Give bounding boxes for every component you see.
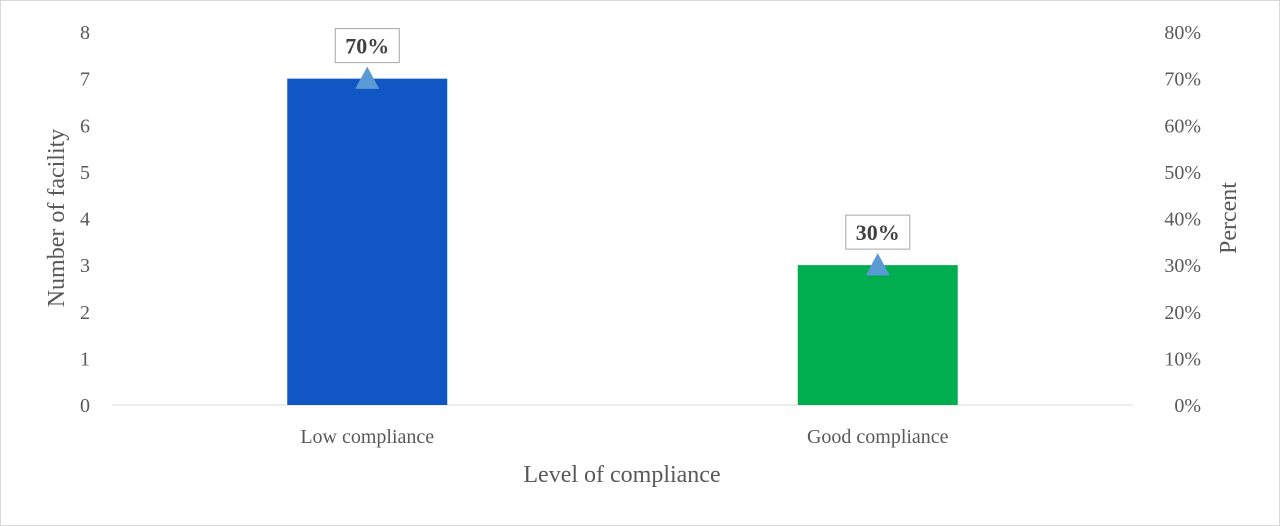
y-tick-label: 8 xyxy=(80,22,90,44)
y2-axis-ticks: 0% 10% 20% 30% 40% 50% 60% 70% 80% xyxy=(1164,22,1201,417)
y-tick-label: 1 xyxy=(80,348,90,370)
data-label: 30% xyxy=(856,220,900,245)
y2-tick-label: 0% xyxy=(1174,395,1201,417)
y-tick-label: 5 xyxy=(80,162,90,184)
bar xyxy=(797,265,958,405)
y2-tick-label: 20% xyxy=(1164,302,1201,324)
y-axis-ticks: 0 1 2 3 4 5 6 7 8 xyxy=(80,22,90,417)
y-tick-label: 3 xyxy=(80,255,90,277)
data-label-box xyxy=(334,28,400,64)
bar xyxy=(287,78,448,405)
x-tick-label: Low compliance xyxy=(300,426,434,448)
data-label: 70% xyxy=(345,34,389,59)
percent-marker xyxy=(355,66,380,89)
x-axis-ticks: Low compliance Good compliance xyxy=(300,426,948,448)
y-tick-label: 6 xyxy=(80,115,90,137)
percent-markers xyxy=(355,66,890,276)
y2-tick-label: 50% xyxy=(1164,162,1201,184)
y2-tick-label: 10% xyxy=(1164,348,1201,370)
y2-tick-label: 60% xyxy=(1164,115,1201,137)
y2-tick-label: 30% xyxy=(1164,255,1201,277)
percent-marker xyxy=(865,253,890,276)
data-label-box xyxy=(845,214,911,250)
data-labels: 70% 30% xyxy=(334,28,911,250)
y-axis-title: Number of facility xyxy=(44,129,70,308)
x-tick-label: Good compliance xyxy=(807,426,949,448)
y2-tick-label: 70% xyxy=(1164,69,1201,91)
y2-tick-label: 80% xyxy=(1164,22,1201,44)
y2-axis-title: Percent xyxy=(1216,182,1242,254)
y-tick-label: 7 xyxy=(80,69,90,91)
y2-tick-label: 40% xyxy=(1164,209,1201,231)
y-tick-label: 2 xyxy=(80,302,90,324)
y-tick-label: 0 xyxy=(80,395,90,417)
bars xyxy=(287,78,958,405)
y-tick-label: 4 xyxy=(80,209,90,231)
x-axis-title: Level of compliance xyxy=(523,462,720,488)
